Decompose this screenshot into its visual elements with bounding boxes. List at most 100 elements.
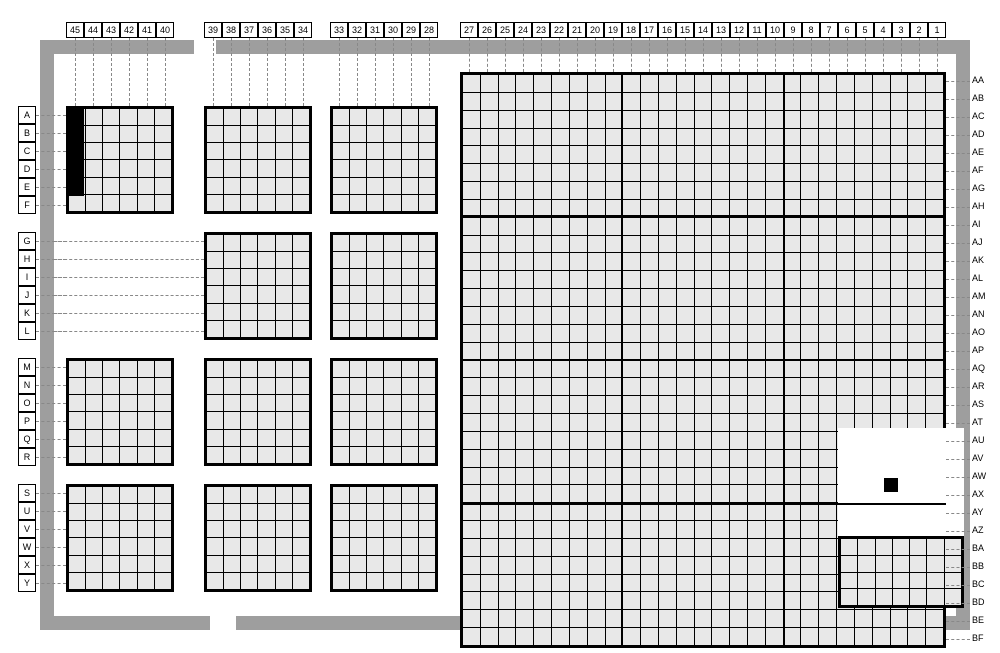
col-label: 39 [204, 22, 222, 38]
col-label: 16 [658, 22, 676, 38]
row-label-left: U [18, 502, 36, 520]
row-label-right: AJ [972, 237, 983, 247]
floorplan-canvas: 4544434241403938373635343332313029282726… [10, 10, 990, 643]
row-label-right: AX [972, 489, 984, 499]
col-label: 31 [366, 22, 384, 38]
col-label: 38 [222, 22, 240, 38]
col-label: 45 [66, 22, 84, 38]
grid-block-b20 [66, 358, 174, 466]
row-label-left: O [18, 394, 36, 412]
col-label: 17 [640, 22, 658, 38]
row-label-left: L [18, 322, 36, 340]
col-label: 41 [138, 22, 156, 38]
wall-top-left [40, 40, 194, 54]
col-label: 15 [676, 22, 694, 38]
row-label-right: BC [972, 579, 985, 589]
row-label-right: AT [972, 417, 983, 427]
row-label-left: K [18, 304, 36, 322]
row-label-right: AP [972, 345, 984, 355]
col-label: 3 [892, 22, 910, 38]
filled-cell [66, 142, 84, 160]
col-label: 18 [622, 22, 640, 38]
col-label: 29 [402, 22, 420, 38]
row-guide-long [54, 295, 204, 296]
col-label: 34 [294, 22, 312, 38]
col-label: 21 [568, 22, 586, 38]
row-label-left: E [18, 178, 36, 196]
row-label-right: BB [972, 561, 984, 571]
row-label-left: J [18, 286, 36, 304]
col-label: 32 [348, 22, 366, 38]
col-label: 35 [276, 22, 294, 38]
col-label: 25 [496, 22, 514, 38]
row-label-left: P [18, 412, 36, 430]
row-label-left: H [18, 250, 36, 268]
row-label-left: C [18, 142, 36, 160]
row-label-right: BA [972, 543, 984, 553]
grid-block-b30 [66, 484, 174, 592]
row-label-right: BF [972, 633, 984, 643]
row-label-right: AC [972, 111, 985, 121]
row-label-right: AV [972, 453, 983, 463]
row-label-right: AZ [972, 525, 984, 535]
row-label-right: AH [972, 201, 985, 211]
row-label-left: X [18, 556, 36, 574]
col-label: 2 [910, 22, 928, 38]
grid-block-b02 [330, 106, 438, 214]
col-label: 42 [120, 22, 138, 38]
row-label-left: Q [18, 430, 36, 448]
row-label-right: BD [972, 597, 985, 607]
row-label-right: AU [972, 435, 985, 445]
col-label: 28 [420, 22, 438, 38]
col-label: 26 [478, 22, 496, 38]
row-label-right: AB [972, 93, 984, 103]
col-label: 8 [802, 22, 820, 38]
row-label-right: AN [972, 309, 985, 319]
col-label: 11 [748, 22, 766, 38]
col-label: 19 [604, 22, 622, 38]
filled-cell [66, 178, 84, 196]
col-label: 43 [102, 22, 120, 38]
grid-block-b31 [204, 484, 312, 592]
col-label: 33 [330, 22, 348, 38]
grid-block-b32 [330, 484, 438, 592]
row-label-right: AM [972, 291, 986, 301]
row-label-right: AG [972, 183, 985, 193]
row-label-left: N [18, 376, 36, 394]
grid-block-cutout [838, 428, 964, 536]
col-label: 22 [550, 22, 568, 38]
row-label-left: S [18, 484, 36, 502]
col-label: 7 [820, 22, 838, 38]
col-label: 6 [838, 22, 856, 38]
filled-cell [66, 106, 84, 124]
wall-left [40, 40, 54, 630]
col-label: 4 [874, 22, 892, 38]
row-label-right: AI [972, 219, 981, 229]
col-label: 9 [784, 22, 802, 38]
col-label: 37 [240, 22, 258, 38]
row-label-left: I [18, 268, 36, 286]
filled-cell [66, 124, 84, 142]
row-label-right: AQ [972, 363, 985, 373]
row-guide-long [54, 313, 204, 314]
row-guide-long [54, 259, 204, 260]
col-label: 14 [694, 22, 712, 38]
col-label: 12 [730, 22, 748, 38]
col-label: 20 [586, 22, 604, 38]
col-label: 23 [532, 22, 550, 38]
col-label: 13 [712, 22, 730, 38]
col-label: 40 [156, 22, 174, 38]
row-label-left: M [18, 358, 36, 376]
row-label-left: B [18, 124, 36, 142]
grid-block-reenter [838, 536, 964, 608]
filled-cell [66, 160, 84, 178]
wall-top-right [216, 40, 970, 54]
row-label-right: AA [972, 75, 984, 85]
row-label-left: G [18, 232, 36, 250]
col-label: 10 [766, 22, 784, 38]
col-label: 5 [856, 22, 874, 38]
wall-bottom-seg0 [40, 616, 210, 630]
grid-block-b12 [330, 232, 438, 340]
row-label-right: AY [972, 507, 983, 517]
col-guide [213, 38, 214, 106]
